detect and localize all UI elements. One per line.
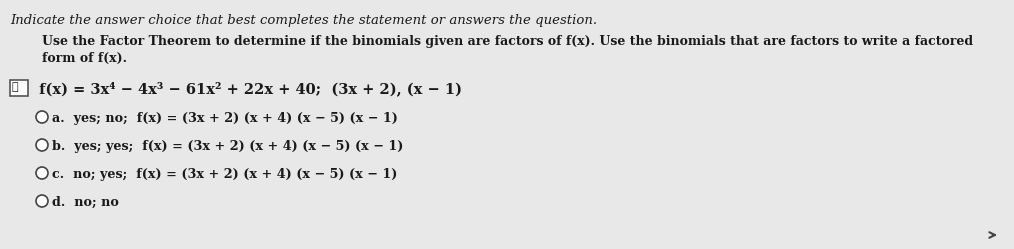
Text: ✓: ✓ xyxy=(12,82,18,92)
FancyBboxPatch shape xyxy=(10,80,28,96)
Text: Indicate the answer choice that best completes the statement or answers the ques: Indicate the answer choice that best com… xyxy=(10,14,597,27)
Text: b.  yes; yes;  f(x) = (3x + 2) (x + 4) (x − 5) (x − 1): b. yes; yes; f(x) = (3x + 2) (x + 4) (x … xyxy=(52,140,404,153)
Text: c.  no; yes;  f(x) = (3x + 2) (x + 4) (x − 5) (x − 1): c. no; yes; f(x) = (3x + 2) (x + 4) (x −… xyxy=(52,168,397,181)
Circle shape xyxy=(37,111,48,123)
Circle shape xyxy=(37,167,48,179)
Text: f(x) = 3x⁴ − 4x³ − 61x² + 22x + 40;  (3x + 2), (x − 1): f(x) = 3x⁴ − 4x³ − 61x² + 22x + 40; (3x … xyxy=(34,81,462,96)
Circle shape xyxy=(37,195,48,207)
Circle shape xyxy=(37,139,48,151)
Text: Use the Factor Theorem to determine if the binomials given are factors of f(x). : Use the Factor Theorem to determine if t… xyxy=(42,35,973,48)
Text: a.  yes; no;  f(x) = (3x + 2) (x + 4) (x − 5) (x − 1): a. yes; no; f(x) = (3x + 2) (x + 4) (x −… xyxy=(52,112,397,125)
Text: d.  no; no: d. no; no xyxy=(52,196,119,209)
Text: form of f(x).: form of f(x). xyxy=(42,52,127,65)
